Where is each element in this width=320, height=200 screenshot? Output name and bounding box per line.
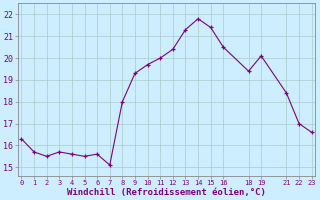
X-axis label: Windchill (Refroidissement éolien,°C): Windchill (Refroidissement éolien,°C) (67, 188, 266, 197)
